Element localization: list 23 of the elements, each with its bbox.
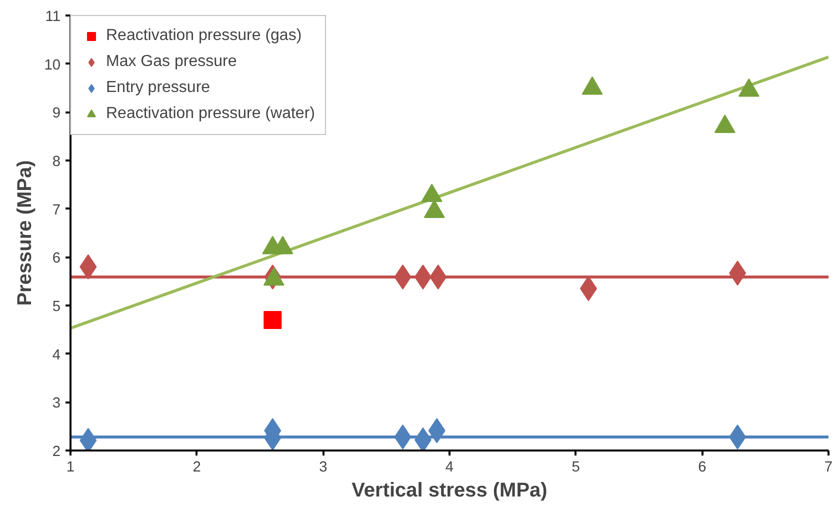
x-tick-label: 4 [445,460,454,476]
x-tick-label: 6 [698,460,706,476]
legend-label: Reactivation pressure (gas) [106,27,302,45]
y-tick-label: 4 [52,347,61,364]
y-tick-label: 11 [45,9,61,25]
y-tick-label: 7 [52,202,61,218]
y-tick-label: 6 [52,250,61,267]
x-tick-label: 5 [572,460,580,476]
legend-label: Entry pressure [106,79,210,97]
y-tick-label: 2 [52,444,61,460]
legend-label: Reactivation pressure (water) [106,105,315,123]
x-tick-label: 7 [824,460,833,476]
x-tick-label: 2 [192,460,201,476]
y-tick-label: 8 [52,154,61,170]
y-tick-label: 3 [52,396,61,412]
x-tick-label: 3 [319,460,328,476]
x-tick-label: 1 [66,460,75,476]
y-tick-label: 9 [52,106,61,122]
x-axis-title: Vertical stress (MPa) [352,480,548,502]
y-tick-label: 10 [44,57,61,74]
legend-label: Max Gas pressure [106,53,237,71]
y-tick-label: 5 [52,299,61,315]
y-axis-title: Pressure (MPa) [14,160,36,306]
